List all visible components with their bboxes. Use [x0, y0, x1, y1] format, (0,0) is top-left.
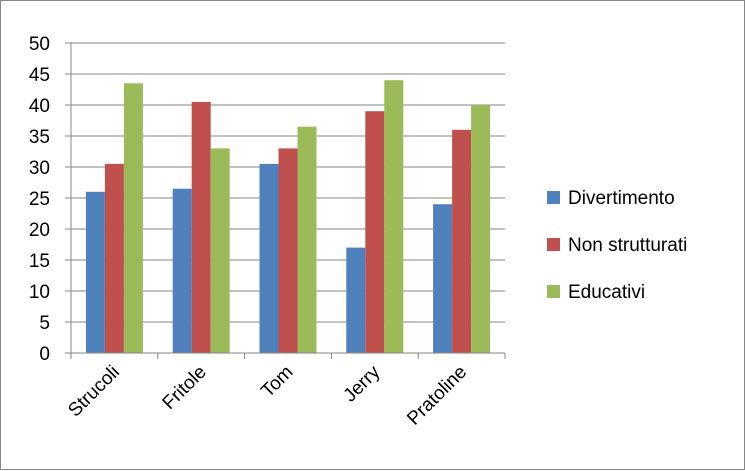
y-tick-label: 40 [29, 96, 50, 117]
bar-educativi [471, 105, 491, 353]
legend-label: Educativi [568, 282, 645, 303]
legend-swatch [547, 191, 560, 204]
bar-educativi [123, 83, 143, 354]
bar-divertimento [346, 247, 366, 353]
bar-divertimento [85, 191, 105, 353]
bar-educativi [297, 126, 317, 353]
y-tick-label: 35 [29, 127, 50, 148]
y-tick-label: 5 [39, 313, 50, 334]
legend-label: Non strutturati [568, 235, 687, 256]
bar-non-strutturati [104, 163, 124, 353]
legend-label: Divertimento [568, 188, 675, 209]
bar-divertimento [259, 163, 279, 353]
x-tick-label: Tom [257, 362, 297, 402]
bars [85, 80, 491, 354]
x-tick-label: Fritole [159, 362, 211, 414]
bar-non-strutturati [452, 129, 472, 353]
bar-non-strutturati [278, 148, 298, 353]
legend-swatch [547, 285, 560, 298]
y-tick-label: 20 [29, 220, 50, 241]
x-tick-label: Strucoli [64, 362, 124, 422]
y-tick-label: 30 [29, 158, 50, 179]
y-tick-label: 45 [29, 65, 50, 86]
bar-divertimento [433, 204, 453, 353]
y-tick-label: 50 [29, 34, 50, 55]
bar-educativi [210, 148, 230, 353]
y-tick-label: 10 [29, 282, 50, 303]
bar-divertimento [172, 188, 192, 353]
x-tick-label: Pratoline [403, 362, 471, 430]
legend: Divertimento Non strutturati Educativi [547, 188, 687, 303]
legend-swatch [547, 238, 560, 251]
y-tick-label: 0 [39, 344, 50, 365]
x-axis-tick-labels: Strucoli Fritole Tom Jerry Pratoline [64, 361, 471, 429]
y-axis-tick-labels: 0 5 10 15 20 25 30 35 40 45 50 [29, 34, 50, 365]
y-tick-label: 15 [29, 251, 50, 272]
axes [65, 42, 506, 359]
y-tick-label: 25 [29, 189, 50, 210]
x-tick-label: Jerry [340, 361, 385, 406]
bar-non-strutturati [365, 111, 385, 353]
bar-non-strutturati [191, 101, 211, 354]
bar-educativi [384, 80, 404, 353]
